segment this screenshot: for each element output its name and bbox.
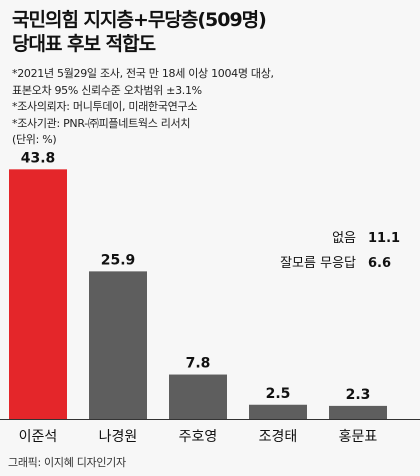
category-label: 이준석 [19, 429, 58, 445]
survey-notes: *2021년 5월29일 조사, 전국 만 18세 이상 1004명 대상, 표… [12, 66, 274, 149]
survey-note: 표본오차 95% 신뢰수준 오차범위 ±3.1% [12, 83, 202, 97]
chart-title-line2: 당대표 후보 적합도 [12, 33, 156, 55]
bar [89, 271, 147, 419]
category-label: 홍문표 [339, 429, 378, 445]
annotation-value: 11.1 [368, 231, 400, 246]
chart-title-line1: 국민의힘 지지층+무당층(509명) [12, 9, 267, 31]
annotation-value: 6.6 [368, 256, 391, 271]
category-label: 조경태 [259, 429, 298, 445]
bar [249, 404, 307, 419]
survey-note: *조사의뢰자: 머니투데이, 미래한국연구소 [12, 100, 198, 113]
graphic-credit: 그래픽: 이지혜 디자인기자 [8, 456, 126, 469]
data-label: 2.3 [346, 387, 371, 403]
data-label: 43.8 [21, 150, 56, 166]
bar [329, 405, 387, 419]
data-label: 2.5 [266, 386, 291, 402]
bar [9, 169, 67, 419]
unit-note: (단위: %) [12, 133, 57, 146]
category-label: 나경원 [99, 429, 138, 445]
survey-note: *2021년 5월29일 조사, 전국 만 18세 이상 1004명 대상, [12, 67, 274, 80]
data-label: 7.8 [186, 356, 211, 372]
annotation-label: 없음 [332, 231, 356, 246]
category-label: 주호영 [179, 429, 218, 445]
data-label: 25.9 [101, 252, 136, 268]
chart-title: 국민의힘 지지층+무당층(509명) 당대표 후보 적합도 [12, 8, 267, 56]
survey-note: *조사기관: PNR-㈜피플네트웍스 리서치 [12, 116, 191, 130]
annotation-label: 잘모름 무응답 [280, 256, 356, 271]
bar [169, 374, 227, 419]
